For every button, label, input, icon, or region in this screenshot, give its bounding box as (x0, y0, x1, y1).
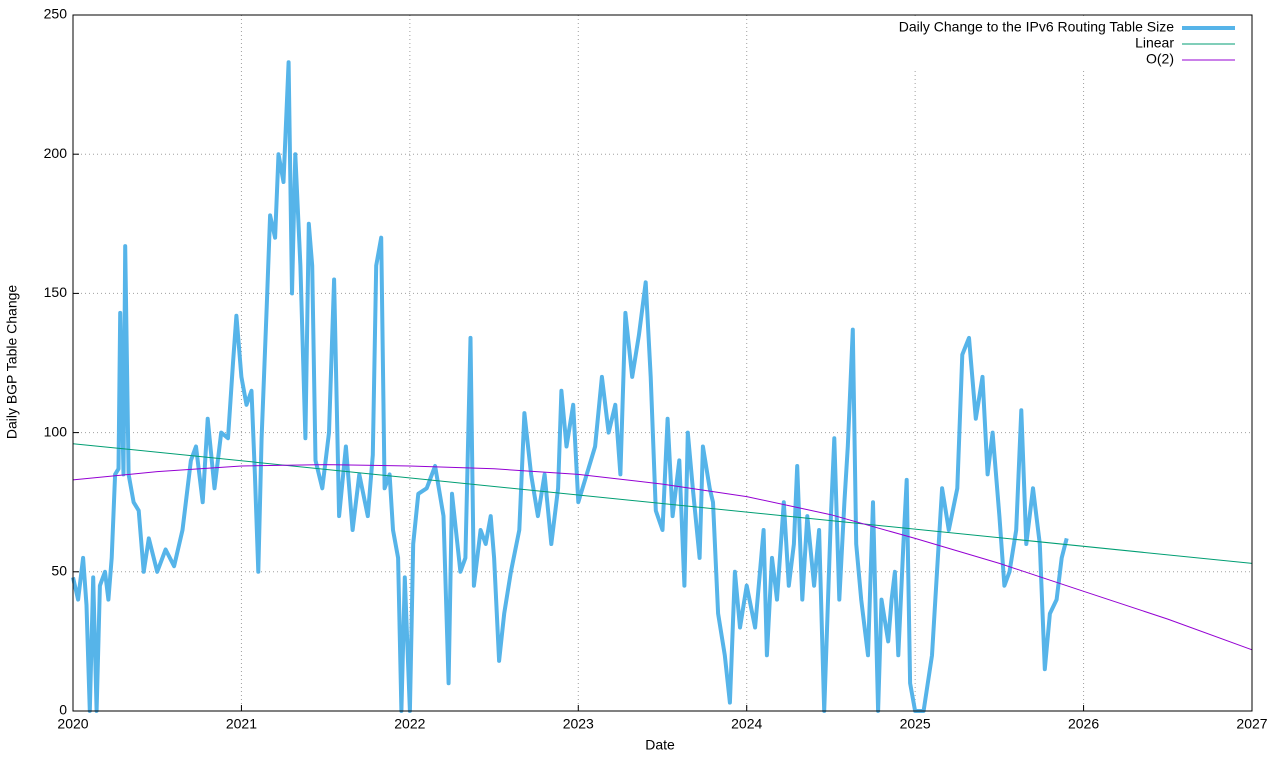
x-tick-label: 2024 (731, 716, 762, 732)
legend-label: O(2) (1146, 51, 1174, 67)
x-tick-label: 2021 (226, 716, 257, 732)
y-tick-label: 50 (51, 563, 67, 579)
y-tick-label: 200 (44, 145, 68, 161)
x-axis-label: Date (645, 737, 675, 753)
plot-border (72, 14, 1253, 712)
y-tick-label: 150 (44, 284, 68, 300)
x-tick-label: 2025 (900, 716, 931, 732)
legend-label: Daily Change to the IPv6 Routing Table S… (899, 19, 1174, 35)
data-line (72, 443, 1253, 564)
y-tick-label: 0 (59, 702, 67, 718)
x-tick-label: 2027 (1236, 716, 1267, 732)
y-axis-label: Daily BGP Table Change (4, 285, 20, 440)
y-tick-label: 250 (44, 6, 68, 22)
y-tick-label: 100 (44, 423, 68, 439)
x-tick-label: 2026 (1068, 716, 1099, 732)
x-tick-label: 2023 (563, 716, 594, 732)
legend-label: Linear (1135, 35, 1174, 51)
x-tick-label: 2020 (57, 716, 88, 732)
data-line (72, 464, 1253, 651)
x-tick-label: 2022 (394, 716, 425, 732)
data-line (71, 60, 1069, 713)
